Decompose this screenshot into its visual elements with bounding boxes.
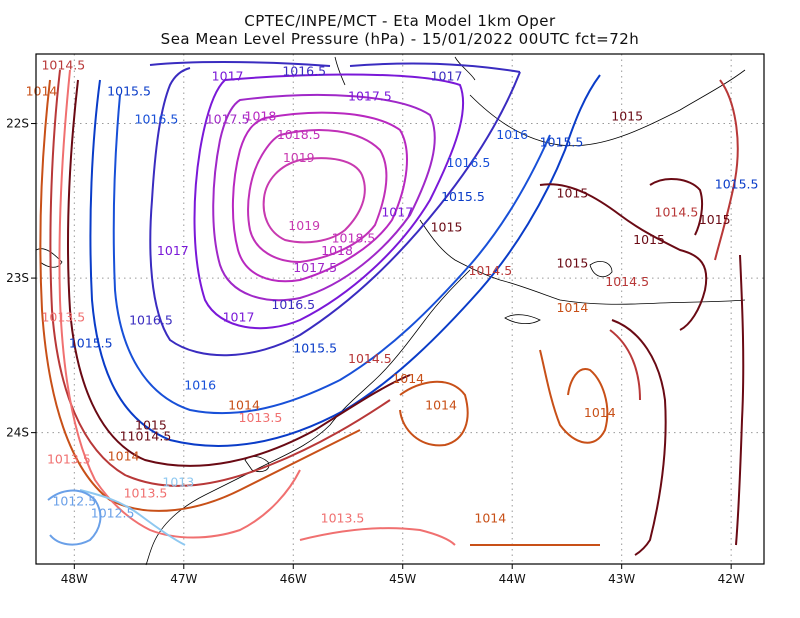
state-border-west bbox=[35, 248, 63, 268]
chart-title-line-1: CPTEC/INPE/MCT - Eta Model 1km Oper bbox=[244, 12, 556, 30]
isobar-label: 1016.5 bbox=[271, 297, 315, 312]
isobar-label: 1015 bbox=[431, 220, 463, 235]
isobar-label: 1012.5 bbox=[91, 506, 135, 521]
isobar-label: 1015.5 bbox=[107, 84, 151, 99]
isobar-1014-5 bbox=[49, 69, 391, 487]
isobar-label: 1013.5 bbox=[124, 486, 168, 501]
isobar-label: 11014.5 bbox=[120, 428, 172, 443]
coastline-north bbox=[334, 56, 746, 147]
isobar-label: 1015 bbox=[699, 212, 731, 227]
isobar-1015 bbox=[67, 79, 411, 467]
isobar-label: 1017 bbox=[431, 68, 463, 83]
isobar-label: 1013 bbox=[162, 475, 194, 490]
isobar-label: 1017.5 bbox=[206, 112, 250, 127]
isobar-label: 1014 bbox=[425, 397, 457, 412]
isobar-label: 1014.5 bbox=[655, 204, 699, 219]
coast-islands bbox=[244, 261, 613, 472]
isobar-1017-5 bbox=[212, 94, 436, 302]
isobar-label: 1015 bbox=[611, 108, 643, 123]
isobar-label: 1017 bbox=[157, 243, 189, 258]
isobar-label: 1016.5 bbox=[129, 312, 173, 327]
y-tick-label: 23S bbox=[6, 271, 29, 285]
isobar-label: 1016.5 bbox=[447, 155, 491, 170]
x-tick-label: 48W bbox=[61, 572, 88, 586]
isobar-label: 1017 bbox=[212, 68, 244, 83]
isobar-1014 bbox=[469, 349, 609, 547]
y-tick-label: 24S bbox=[6, 426, 29, 440]
x-tick-label: 47W bbox=[170, 572, 197, 586]
x-axis-ticks: 48W 47W 46W 45W 44W 43W 42W bbox=[61, 564, 745, 586]
coastline-sp bbox=[145, 269, 471, 566]
isobar-label: 1017 bbox=[223, 309, 255, 324]
isobar-label: 1014 bbox=[557, 300, 589, 315]
isobar-1015-5 bbox=[89, 74, 601, 447]
isobar-1013-5 bbox=[58, 69, 456, 546]
y-axis-ticks: 22S 23S 24S bbox=[6, 117, 36, 440]
isobar-label: 1017.5 bbox=[293, 260, 337, 275]
isobar-label: 1017.5 bbox=[348, 88, 392, 103]
isobar-label: 1018.5 bbox=[332, 231, 376, 246]
isobar-1017 bbox=[193, 73, 465, 330]
isobar-label: 1014 bbox=[26, 84, 58, 99]
x-tick-label: 43W bbox=[608, 572, 635, 586]
isobar-lines bbox=[39, 61, 745, 556]
isobar-1019 bbox=[262, 157, 366, 244]
x-tick-label: 42W bbox=[718, 572, 745, 586]
x-tick-label: 46W bbox=[280, 572, 307, 586]
isobar-1015 bbox=[611, 319, 667, 556]
isobar-label: 1015.5 bbox=[540, 135, 584, 150]
coastline-rj bbox=[419, 219, 746, 305]
isobar-1015 bbox=[539, 178, 708, 331]
isobar-label: 1013.5 bbox=[47, 452, 91, 467]
isobar-label: 1014.5 bbox=[41, 57, 85, 72]
grid-lines bbox=[36, 54, 764, 564]
plot-frame bbox=[35, 53, 765, 565]
isobar-label: 1018 bbox=[321, 243, 353, 258]
isobar-label: 1016 bbox=[496, 127, 528, 142]
x-tick-label: 44W bbox=[499, 572, 526, 586]
chart-title-line-2: Sea Mean Level Pressure (hPa) - 15/01/20… bbox=[160, 30, 640, 48]
isobar-1018 bbox=[231, 111, 408, 283]
isobar-label: 1014 bbox=[392, 371, 424, 386]
isobar-label: 1016.5 bbox=[282, 64, 326, 79]
isobar-label: 1014 bbox=[584, 405, 616, 420]
isobar-label: 1015.5 bbox=[69, 336, 113, 351]
isobar-label: 1015.5 bbox=[441, 189, 485, 204]
isobar-label: 1019 bbox=[288, 218, 320, 233]
isobar-label: 1014 bbox=[474, 510, 506, 525]
isobar-label: 1015.5 bbox=[715, 176, 759, 191]
isobar-label: 1014 bbox=[228, 397, 260, 412]
isobar-label: 1014.5 bbox=[605, 274, 649, 289]
isobar-label: 1019 bbox=[283, 150, 315, 165]
isobar-1012-5 bbox=[47, 489, 102, 546]
isobar-label: 1016 bbox=[184, 377, 216, 392]
isobar-label: 1014.5 bbox=[468, 263, 512, 278]
isobar-label: 1015.5 bbox=[293, 340, 337, 355]
isobar-label: 1017 bbox=[381, 204, 413, 219]
isobar-label: 1013.5 bbox=[321, 510, 365, 525]
isobar-1018-5 bbox=[247, 129, 388, 264]
isobar-label: 1015 bbox=[135, 418, 167, 433]
x-tick-label: 45W bbox=[389, 572, 416, 586]
isobar-label: 1013.5 bbox=[239, 410, 283, 425]
isobar-label: 1016.5 bbox=[135, 112, 179, 127]
y-tick-label: 22S bbox=[6, 117, 29, 131]
isobar-1013 bbox=[79, 489, 186, 546]
isobar-1016-5 bbox=[149, 61, 521, 357]
isobar-label: 1014 bbox=[108, 448, 140, 463]
isobar-1016 bbox=[112, 94, 551, 415]
isobar-label: 1013.5 bbox=[41, 309, 85, 324]
isobar-label: 1018.5 bbox=[277, 127, 321, 142]
isobar-1014 bbox=[39, 79, 469, 512]
isobar-label: 1015 bbox=[557, 255, 589, 270]
isobar-label: 1012.5 bbox=[52, 493, 96, 508]
isobar-label: 1015 bbox=[557, 186, 589, 201]
isobar-label: 1018 bbox=[245, 108, 277, 123]
isobar-label: 1015 bbox=[633, 232, 665, 247]
isobar-1014-5 bbox=[609, 79, 739, 401]
isobar-1015 bbox=[735, 254, 745, 546]
isobar-label: 1014.5 bbox=[348, 351, 392, 366]
